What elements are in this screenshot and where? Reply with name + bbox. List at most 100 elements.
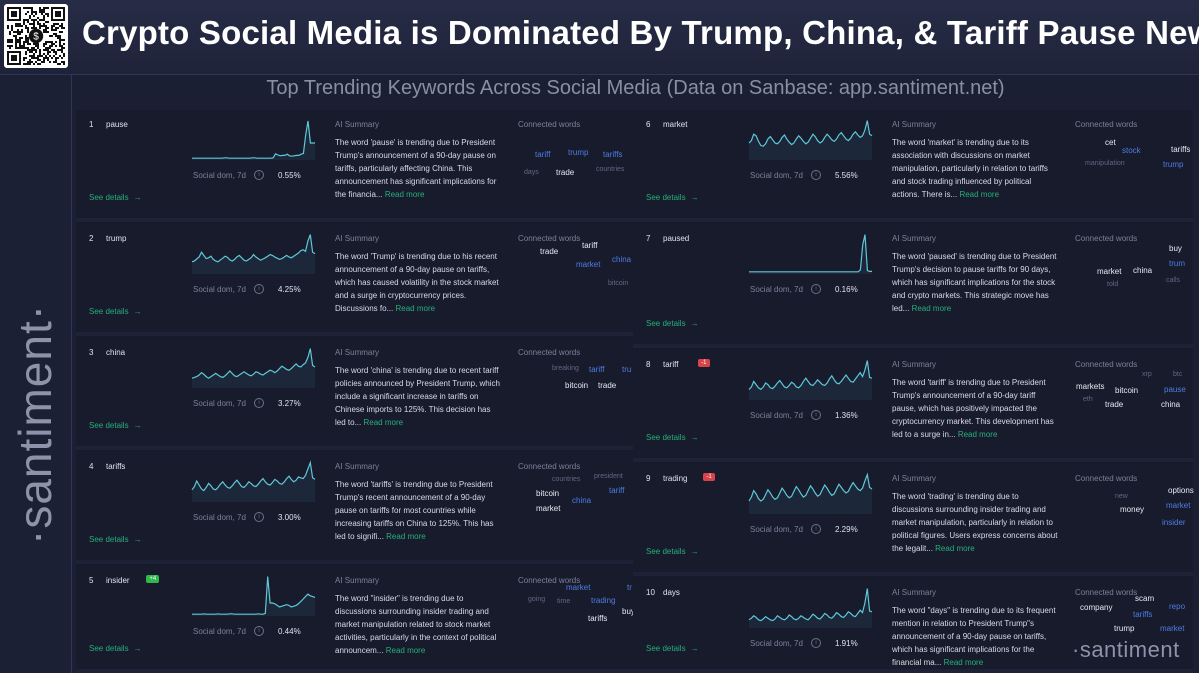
- connected-word[interactable]: manipulation: [1085, 160, 1125, 167]
- see-details-link[interactable]: See details →: [646, 644, 699, 653]
- see-details-link[interactable]: See details →: [646, 547, 699, 556]
- trending-word[interactable]: trump: [106, 234, 127, 243]
- read-more-link[interactable]: Read more: [935, 544, 975, 553]
- trending-word[interactable]: china: [106, 348, 126, 357]
- see-details-link[interactable]: See details →: [89, 644, 142, 653]
- see-details-link[interactable]: See details →: [89, 535, 142, 544]
- info-icon[interactable]: i: [254, 398, 264, 408]
- connected-word[interactable]: bitcoin: [565, 381, 589, 390]
- read-more-link[interactable]: Read more: [386, 532, 426, 541]
- read-more-link[interactable]: Read more: [384, 190, 425, 199]
- connected-word[interactable]: tariff: [589, 365, 605, 374]
- connected-word[interactable]: tariffs: [603, 150, 623, 159]
- connected-word[interactable]: trump: [568, 148, 589, 157]
- connected-word[interactable]: markets: [1076, 382, 1105, 391]
- see-details-link[interactable]: See details →: [89, 193, 142, 202]
- see-details-link[interactable]: See details →: [89, 307, 142, 316]
- connected-word[interactable]: bitcoin: [1115, 386, 1139, 395]
- trending-word[interactable]: trading: [663, 474, 688, 483]
- connected-word[interactable]: days: [524, 169, 539, 176]
- connected-word[interactable]: options: [1168, 486, 1194, 495]
- connected-word[interactable]: trade: [540, 247, 559, 256]
- connected-word[interactable]: scam: [1135, 594, 1155, 603]
- info-icon[interactable]: i: [811, 524, 821, 534]
- read-more-link[interactable]: Read more: [385, 646, 426, 655]
- connected-word[interactable]: calls: [1166, 277, 1181, 284]
- see-details-link[interactable]: See details →: [646, 319, 699, 328]
- connected-word[interactable]: tariffs: [1133, 610, 1153, 619]
- connected-word[interactable]: china: [1133, 266, 1153, 275]
- info-icon[interactable]: i: [254, 284, 264, 294]
- connected-word[interactable]: market: [536, 504, 561, 513]
- connected-word[interactable]: tariff: [609, 486, 625, 495]
- connected-word[interactable]: time: [557, 598, 571, 605]
- trending-word[interactable]: market: [663, 120, 688, 129]
- read-more-link[interactable]: Read more: [363, 418, 404, 427]
- connected-word[interactable]: market: [1160, 624, 1185, 633]
- connected-word[interactable]: countries: [596, 166, 625, 173]
- connected-word[interactable]: president: [594, 473, 623, 480]
- connected-word[interactable]: tr: [627, 583, 632, 592]
- connected-word[interactable]: insider: [1162, 518, 1186, 527]
- info-icon[interactable]: i: [254, 170, 264, 180]
- connected-word[interactable]: china: [572, 496, 592, 505]
- trending-word[interactable]: days: [663, 588, 680, 597]
- connected-word[interactable]: repo: [1169, 602, 1186, 611]
- trending-word[interactable]: tariff: [663, 360, 679, 369]
- info-icon[interactable]: i: [254, 626, 264, 636]
- connected-word[interactable]: trum: [1169, 259, 1185, 268]
- see-details-link[interactable]: See details →: [646, 193, 699, 202]
- info-icon[interactable]: i: [811, 410, 821, 420]
- connected-word[interactable]: money: [1120, 505, 1145, 514]
- trending-word[interactable]: insider: [106, 576, 130, 585]
- see-details-link[interactable]: See details →: [646, 433, 699, 442]
- connected-word[interactable]: eth: [1083, 396, 1093, 403]
- read-more-link[interactable]: Read more: [943, 658, 984, 667]
- connected-word[interactable]: breaking: [552, 365, 579, 372]
- qr-code-icon[interactable]: $: [4, 4, 68, 68]
- connected-word[interactable]: bitcoin: [536, 489, 560, 498]
- trending-word[interactable]: tariffs: [106, 462, 126, 471]
- read-more-link[interactable]: Read more: [395, 304, 436, 313]
- connected-word[interactable]: market: [1166, 501, 1191, 510]
- info-icon[interactable]: i: [254, 512, 264, 522]
- connected-word[interactable]: trade: [556, 168, 575, 177]
- info-icon[interactable]: i: [811, 638, 821, 648]
- connected-word[interactable]: trump: [1163, 160, 1184, 169]
- trending-word[interactable]: pause: [106, 120, 128, 129]
- see-details-link[interactable]: See details →: [89, 421, 142, 430]
- connected-word[interactable]: buy: [1169, 244, 1182, 253]
- read-more-link[interactable]: Read more: [911, 304, 952, 313]
- connected-word[interactable]: told: [1107, 281, 1119, 288]
- connected-word[interactable]: trade: [598, 381, 617, 390]
- connected-word[interactable]: tariffs: [1171, 145, 1191, 154]
- connected-word[interactable]: new: [1115, 493, 1128, 500]
- info-icon[interactable]: i: [811, 284, 821, 294]
- connected-word[interactable]: tariff: [582, 241, 598, 250]
- connected-word[interactable]: trump: [1114, 624, 1135, 633]
- connected-word[interactable]: china: [612, 255, 632, 264]
- connected-word[interactable]: countries: [552, 476, 581, 483]
- connected-word[interactable]: buy: [622, 607, 635, 616]
- connected-word[interactable]: market: [576, 260, 601, 269]
- connected-word[interactable]: pause: [1164, 385, 1186, 394]
- info-icon[interactable]: i: [811, 170, 821, 180]
- trending-word[interactable]: paused: [663, 234, 690, 243]
- connected-word[interactable]: company: [1080, 603, 1113, 612]
- connected-word[interactable]: trade: [1105, 400, 1124, 409]
- connected-word[interactable]: cet: [1105, 138, 1116, 147]
- connected-word[interactable]: trading: [591, 596, 616, 605]
- connected-word[interactable]: stock: [1122, 146, 1141, 155]
- connected-word[interactable]: going: [528, 596, 546, 603]
- connected-word[interactable]: market: [566, 583, 591, 592]
- connected-word[interactable]: market: [1097, 267, 1122, 276]
- connected-word[interactable]: tariff: [535, 150, 551, 159]
- read-more-link[interactable]: Read more: [959, 190, 1000, 199]
- connected-word[interactable]: btc: [1173, 371, 1183, 378]
- connected-word[interactable]: xrp: [1142, 371, 1152, 378]
- read-more-link[interactable]: Read more: [957, 430, 998, 439]
- connected-word[interactable]: tariffs: [588, 614, 608, 623]
- connected-word[interactable]: tru: [622, 365, 632, 374]
- connected-word[interactable]: bitcoin: [608, 280, 629, 287]
- connected-word[interactable]: china: [1161, 400, 1181, 409]
